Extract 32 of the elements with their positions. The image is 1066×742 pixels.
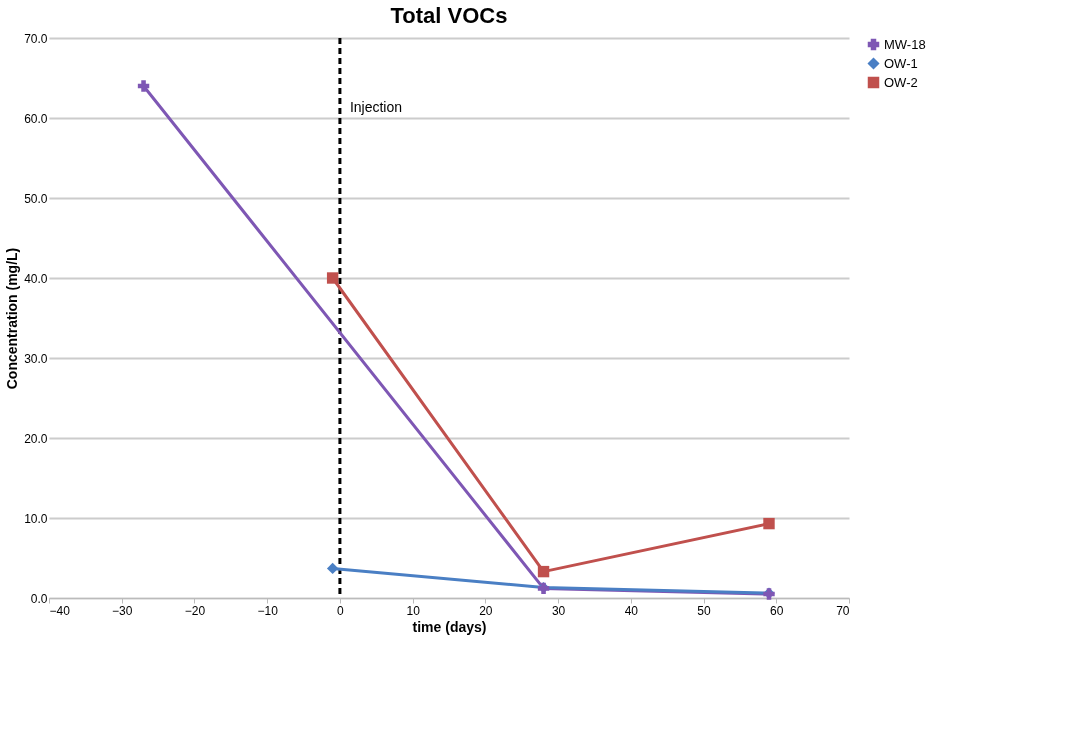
x-tick-label: −30: [112, 603, 133, 618]
x-tick-label: 20: [479, 603, 493, 618]
y-tick-label: 50.0: [24, 191, 48, 206]
point: [537, 565, 550, 578]
y-tick-label: 70.0: [24, 31, 48, 46]
x-axis-title: time (days): [412, 618, 487, 635]
x-tick-label: −40: [49, 603, 71, 618]
y-tick-label: 40.0: [24, 271, 48, 286]
x-tick-label: −20: [184, 603, 206, 618]
x-tick-label: 10: [406, 603, 421, 618]
chart-title: Total VOCs: [390, 3, 508, 28]
x-tick-label: 30: [551, 603, 566, 618]
y-tick-label: 10.0: [24, 511, 48, 526]
x-tick-label: 70: [836, 603, 850, 618]
point: [326, 272, 339, 284]
x-tick-label: −10: [257, 603, 279, 618]
y-tick-label: 30.0: [24, 351, 48, 366]
x-tick-label: 60: [770, 603, 784, 618]
ref-line-label: Injection: [349, 99, 403, 115]
x-tick-label: 50: [697, 603, 712, 618]
x-tick-label: 0: [337, 603, 345, 618]
point: [137, 80, 150, 92]
point: [326, 562, 339, 575]
y-tick-label: 0.0: [30, 591, 48, 606]
point: [763, 517, 775, 530]
legend-label: OW-2: [884, 74, 918, 90]
legend-label: OW-1: [884, 55, 918, 71]
x-tick-label: 40: [624, 603, 639, 618]
y-tick-label: 20.0: [24, 431, 48, 446]
legend-label: MW-18: [884, 36, 926, 52]
y-tick-label: 60.0: [24, 111, 48, 126]
y-axis-title: Concentration (mg/L): [4, 247, 21, 390]
